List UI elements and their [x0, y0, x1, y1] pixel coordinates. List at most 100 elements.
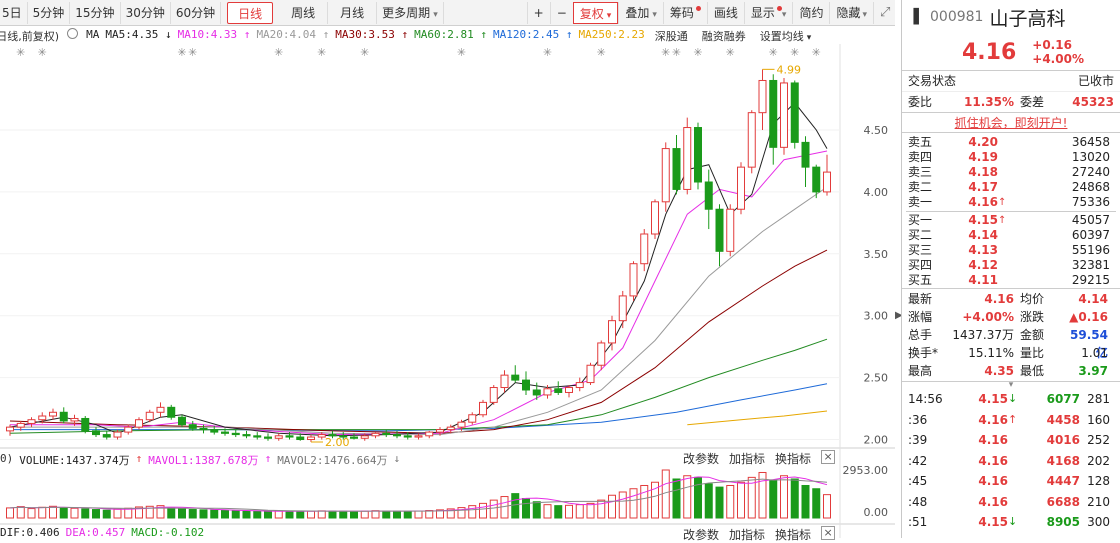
close-icon[interactable]: ×: [821, 450, 836, 464]
bid-level-arrow: ↑: [998, 215, 1007, 226]
ma-values: MA5:4.35 ↓ MA10:4.33 ↑ MA20:4.04 ↑ MA30:3.5…: [105, 28, 644, 44]
stat-label: 最低: [1020, 364, 1045, 378]
candle-body: [16, 422, 25, 428]
event-star-marker: ✳: [672, 46, 681, 59]
period-monthly[interactable]: 月线: [328, 1, 378, 24]
kline-chart[interactable]: ✳ ✳ ✳ ✳ ✳ ✳ ✳ ✳ ✳ ✳ ✳ ✳ ✳ ✳ ✳ ✳ ✳4.504.003.503.002.502.0…: [0, 44, 895, 538]
ask-level-volume: 24868: [1071, 180, 1110, 194]
volume-bar: [360, 510, 369, 519]
set-ma-dropdown[interactable]: 设置均线 ▾: [760, 28, 812, 44]
ma-item-value: MA30:3.53: [335, 28, 395, 41]
volume-bar: [274, 510, 283, 519]
tick-row: :48 4.16 6688 210: [902, 492, 1120, 513]
volume-bar: [81, 508, 90, 519]
tick-price: 4.16: [978, 412, 1008, 427]
candle-body: [543, 388, 552, 396]
overlay-dropdown[interactable]: 叠加 ▾: [618, 2, 663, 24]
volume-bar: [156, 505, 165, 519]
shenguton-button[interactable]: 深股通: [654, 30, 688, 43]
tick-count: 202: [1087, 453, 1110, 468]
period-5min[interactable]: 5分钟: [28, 1, 71, 24]
margin-trading-button[interactable]: 融资融券: [701, 30, 746, 43]
add-indicator-button[interactable]: 加指标: [729, 528, 766, 542]
tick-list[interactable]: 14:56 4.15 ↓ 6077 281:36 4.16 ↑ 4458 160:39 4.16 4…: [902, 389, 1120, 533]
volume-bar: [242, 510, 251, 519]
settings-gear-icon[interactable]: [67, 28, 79, 39]
tick-arrow: [1008, 471, 1020, 492]
add-indicator-button[interactable]: 加指标: [729, 452, 766, 466]
ask-level-row[interactable]: 卖四 4.19 13020: [902, 150, 1120, 165]
bid-level-row[interactable]: 买一 4.15 ↑ 45057: [902, 213, 1120, 228]
change-block: +0.16 +4.00%: [1032, 38, 1084, 66]
tick-time: :39: [908, 433, 928, 447]
candle-body: [145, 411, 154, 421]
bid-level-row[interactable]: 买三 4.13 55196: [902, 243, 1120, 258]
chevron-down-icon: ▾: [806, 33, 812, 43]
ask-level-arrow: [998, 165, 1010, 180]
event-star-marker: ✳: [693, 46, 702, 59]
volume-bar: [511, 493, 520, 519]
ask-level-volume: 27240: [1071, 165, 1110, 179]
ask-level-row[interactable]: 卖五 4.20 36458: [902, 135, 1120, 150]
swap-indicator-button[interactable]: 换指标: [775, 528, 812, 542]
candle-body: [307, 436, 315, 441]
candle-body: [489, 387, 498, 403]
notification-dot-icon: [776, 6, 782, 11]
stat-label: 金额: [1020, 328, 1045, 342]
period-daily[interactable]: 日线: [227, 1, 274, 24]
draw-line-button[interactable]: 画线: [706, 2, 744, 24]
stat-label: 涨跌: [1020, 310, 1045, 324]
candle-body: [446, 426, 455, 431]
period-30min[interactable]: 30分钟: [121, 1, 171, 24]
bid-ratio-label: 委比: [908, 95, 933, 109]
open-account-link[interactable]: 抓住机会，即刻开户!: [902, 112, 1120, 132]
volume-bar: [522, 497, 530, 519]
hide-dropdown[interactable]: 隐藏 ▾: [829, 2, 873, 24]
chip-button[interactable]: 筹码: [662, 2, 707, 24]
tick-count: 128: [1087, 474, 1110, 488]
bid-level-row[interactable]: 买五 4.11 29215: [902, 273, 1120, 288]
volume-bar: [328, 510, 337, 519]
period-weekly[interactable]: 周线: [279, 1, 329, 24]
adjust-dropdown[interactable]: 复权 ▾: [572, 2, 619, 24]
ask-level-row[interactable]: 卖二 4.17 24868: [902, 180, 1120, 195]
ma-item-arrow: ↑: [237, 28, 251, 41]
period-15min[interactable]: 15分钟: [70, 1, 121, 24]
period-60min[interactable]: 60分钟: [171, 1, 222, 24]
candle-body: [758, 79, 767, 114]
ask-level-row[interactable]: 卖三 4.18 27240: [902, 165, 1120, 180]
period-5day[interactable]: 5日: [0, 1, 28, 24]
stat-row: 换手* 15.11% 量比 1.01: [902, 344, 1120, 362]
volume-bar: [801, 484, 810, 519]
zoom-out-button[interactable]: −: [549, 2, 573, 24]
volume-bar: [425, 510, 434, 519]
simple-mode-button[interactable]: 简约: [792, 2, 829, 24]
event-star-marker: ✳: [177, 46, 186, 59]
swap-indicator-button[interactable]: 换指标: [775, 452, 812, 466]
change-params-button[interactable]: 改参数: [683, 528, 720, 542]
volume-bar: [489, 499, 498, 519]
chip-label: 筹码: [669, 6, 694, 20]
volume-bar: [403, 510, 412, 519]
ask-level-row[interactable]: 卖一 4.16 ↑ 75336: [902, 195, 1120, 210]
period-more-dropdown[interactable]: 更多周期: [377, 1, 444, 24]
ask-level-volume: 13020: [1071, 150, 1110, 164]
candle-body: [618, 295, 627, 322]
change-params-button[interactable]: 改参数: [683, 452, 720, 466]
ma-item-arrow: ↑: [473, 28, 488, 41]
bid-level-row[interactable]: 买二 4.14 60397: [902, 228, 1120, 243]
bid-level-row[interactable]: 买四 4.12 32381: [902, 258, 1120, 273]
quote-panel: ▐ 000981 山子高科 4.16 +0.16 +4.00% 交易状态 已收市…: [901, 0, 1120, 538]
candle-body: [156, 406, 165, 413]
collapse-panel-icon[interactable]: ▶: [895, 310, 903, 321]
tick-divider[interactable]: ▾: [902, 381, 1120, 390]
period-toolbar: 5日 5分钟 15分钟 30分钟 60分钟 日线 周线 月线 更多周期 + − …: [0, 0, 895, 26]
zoom-in-button[interactable]: +: [526, 2, 550, 24]
mavol2-arrow: ↓: [393, 452, 401, 465]
candle-body: [339, 435, 348, 438]
quote-stats: 最新 4.16 均价 4.14 涨幅 +4.00% 涨跌 ▲0.16 总手 1437.37万 金额 5…: [902, 288, 1120, 381]
fullscreen-icon[interactable]: ⤢: [873, 2, 895, 24]
candle-body: [328, 434, 337, 437]
menu-bars-icon[interactable]: ▐: [908, 9, 919, 25]
display-dropdown[interactable]: 显示 ▾: [743, 2, 793, 24]
